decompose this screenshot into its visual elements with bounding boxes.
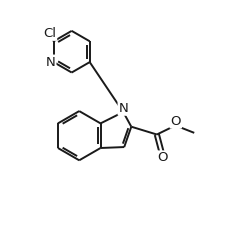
Text: N: N [119, 102, 128, 115]
Text: O: O [157, 151, 168, 165]
Text: Cl: Cl [44, 27, 57, 40]
Text: N: N [46, 56, 55, 69]
Text: O: O [171, 114, 181, 128]
